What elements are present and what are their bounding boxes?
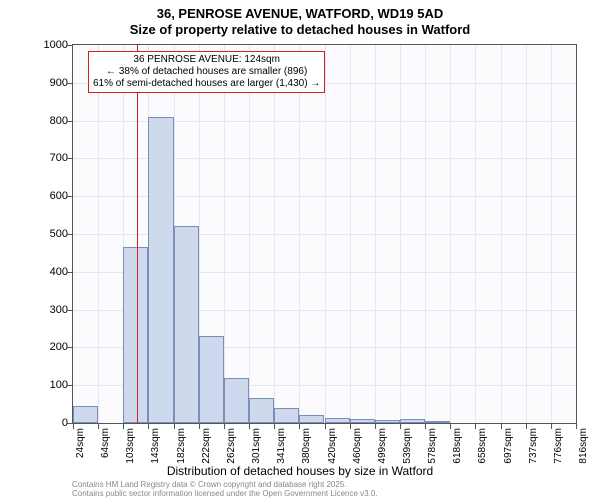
copyright-line1: Contains HM Land Registry data © Crown c… <box>72 480 378 489</box>
title-block: 36, PENROSE AVENUE, WATFORD, WD19 5AD Si… <box>0 0 600 37</box>
x-tick-mark <box>350 424 351 429</box>
y-tick-label: 0 <box>28 417 68 429</box>
annotation-line3: 61% of semi-detached houses are larger (… <box>93 78 320 90</box>
annotation-line2: ← 38% of detached houses are smaller (89… <box>93 66 320 78</box>
x-tick-mark <box>199 424 200 429</box>
x-tick-label: 64sqm <box>100 428 111 478</box>
y-tick-label: 100 <box>28 379 68 391</box>
x-tick-label: 222sqm <box>201 428 212 478</box>
x-tick-label: 776sqm <box>553 428 564 478</box>
x-tick-mark <box>501 424 502 429</box>
x-tick-label: 658sqm <box>477 428 488 478</box>
y-tick-mark <box>67 45 72 46</box>
histogram-bar <box>148 117 173 423</box>
x-tick-mark <box>98 424 99 429</box>
histogram-bar <box>375 420 400 423</box>
histogram-bar <box>73 406 98 423</box>
x-tick-mark <box>551 424 552 429</box>
x-tick-mark <box>400 424 401 429</box>
x-tick-label: 420sqm <box>327 428 338 478</box>
y-tick-mark <box>67 196 72 197</box>
x-tick-label: 341sqm <box>276 428 287 478</box>
y-tick-mark <box>67 310 72 311</box>
x-tick-label: 618sqm <box>452 428 463 478</box>
histogram-bar <box>400 419 425 423</box>
y-tick-mark <box>67 158 72 159</box>
y-tick-label: 900 <box>28 77 68 89</box>
x-tick-label: 499sqm <box>377 428 388 478</box>
y-tick-mark <box>67 121 72 122</box>
y-tick-label: 1000 <box>28 39 68 51</box>
copyright-line2: Contains public sector information licen… <box>72 489 378 498</box>
x-tick-label: 143sqm <box>150 428 161 478</box>
x-tick-mark <box>425 424 426 429</box>
x-tick-mark <box>576 424 577 429</box>
x-tick-label: 578sqm <box>427 428 438 478</box>
y-tick-mark <box>67 83 72 84</box>
y-tick-label: 500 <box>28 228 68 240</box>
x-tick-label: 262sqm <box>226 428 237 478</box>
x-tick-label: 539sqm <box>402 428 413 478</box>
marker-line <box>137 45 138 423</box>
annotation-line1: 36 PENROSE AVENUE: 124sqm <box>93 54 320 66</box>
y-tick-mark <box>67 423 72 424</box>
y-tick-mark <box>67 385 72 386</box>
chart-subtitle: Size of property relative to detached ho… <box>0 22 600 37</box>
copyright-block: Contains HM Land Registry data © Crown c… <box>72 480 378 498</box>
x-tick-label: 697sqm <box>503 428 514 478</box>
y-tick-label: 200 <box>28 341 68 353</box>
histogram-bar <box>350 419 375 423</box>
y-tick-mark <box>67 347 72 348</box>
chart-container: 36, PENROSE AVENUE, WATFORD, WD19 5AD Si… <box>0 0 600 500</box>
x-tick-mark <box>375 424 376 429</box>
y-tick-mark <box>67 272 72 273</box>
x-tick-mark <box>224 424 225 429</box>
histogram-bar <box>249 398 274 423</box>
histogram-bar <box>199 336 224 423</box>
plot-area: 36 PENROSE AVENUE: 124sqm ← 38% of detac… <box>72 44 577 424</box>
x-tick-label: 737sqm <box>528 428 539 478</box>
histogram-bar <box>425 421 450 423</box>
histogram-bar <box>299 415 324 423</box>
y-tick-label: 600 <box>28 190 68 202</box>
x-tick-label: 380sqm <box>301 428 312 478</box>
x-tick-label: 460sqm <box>352 428 363 478</box>
x-tick-label: 301sqm <box>251 428 262 478</box>
histogram-bar <box>325 418 350 423</box>
histogram-bar <box>274 408 299 423</box>
annotation-box: 36 PENROSE AVENUE: 124sqm ← 38% of detac… <box>88 51 325 93</box>
x-tick-label: 24sqm <box>75 428 86 478</box>
x-tick-label: 816sqm <box>578 428 589 478</box>
y-tick-label: 400 <box>28 266 68 278</box>
y-tick-mark <box>67 234 72 235</box>
x-tick-mark <box>174 424 175 429</box>
x-tick-mark <box>526 424 527 429</box>
x-tick-mark <box>325 424 326 429</box>
x-tick-label: 103sqm <box>125 428 136 478</box>
y-tick-label: 700 <box>28 152 68 164</box>
histogram-bar <box>123 247 148 423</box>
histogram-bar <box>174 226 199 423</box>
x-tick-mark <box>73 424 74 429</box>
histogram-bar <box>224 378 249 423</box>
chart-title: 36, PENROSE AVENUE, WATFORD, WD19 5AD <box>0 6 600 21</box>
x-tick-mark <box>249 424 250 429</box>
y-tick-label: 300 <box>28 304 68 316</box>
x-tick-label: 182sqm <box>176 428 187 478</box>
y-tick-label: 800 <box>28 115 68 127</box>
